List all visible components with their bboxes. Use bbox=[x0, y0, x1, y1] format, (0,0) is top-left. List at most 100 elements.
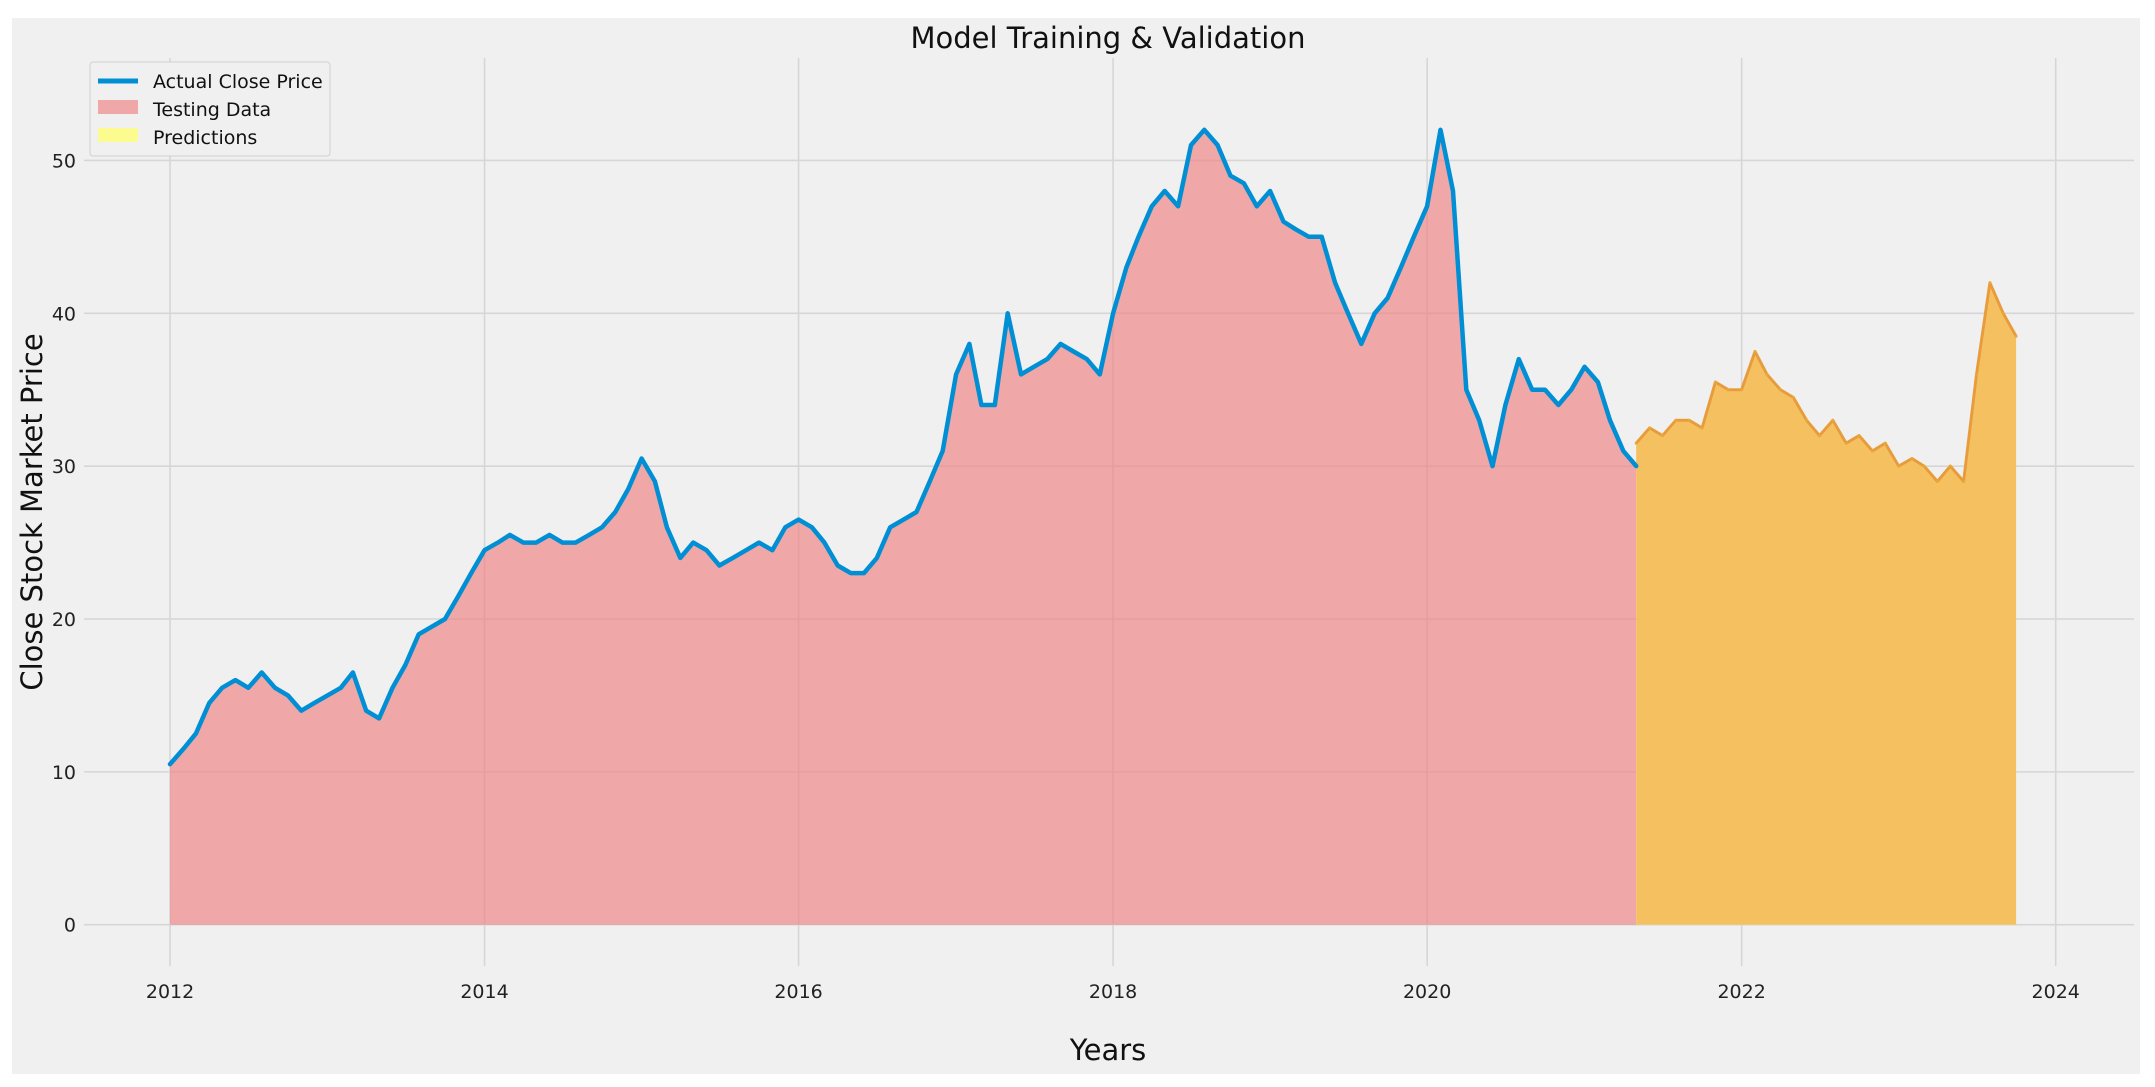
actual-point bbox=[954, 372, 958, 376]
actual-point bbox=[1346, 311, 1350, 315]
actual-point bbox=[1059, 342, 1063, 346]
legend-label-predictions: Predictions bbox=[153, 127, 257, 149]
actual-point bbox=[286, 693, 290, 697]
series-lines bbox=[167, 127, 2018, 767]
prediction-point bbox=[1687, 418, 1691, 422]
prediction-point bbox=[1883, 441, 1887, 445]
actual-point bbox=[1634, 464, 1638, 468]
actual-point bbox=[377, 716, 381, 720]
prediction-point bbox=[1753, 350, 1757, 353]
legend-swatch-testing bbox=[98, 100, 138, 114]
actual-point bbox=[1425, 204, 1429, 208]
actual-point bbox=[744, 548, 748, 552]
actual-point bbox=[941, 449, 945, 453]
actual-point bbox=[928, 479, 932, 483]
tick-labels: 2012 2014 2016 2018 2020 2022 2024 0 10 20 30 40 50 bbox=[52, 150, 2080, 1003]
actual-point bbox=[364, 709, 368, 713]
prediction-point bbox=[1700, 426, 1704, 430]
actual-point bbox=[1202, 128, 1206, 132]
prediction-point bbox=[1922, 464, 1926, 468]
testing-data-area bbox=[170, 129, 1637, 925]
prediction-point bbox=[1648, 426, 1652, 430]
actual-point bbox=[1032, 365, 1036, 369]
actual-point bbox=[1556, 403, 1560, 407]
actual-point bbox=[1596, 380, 1600, 384]
prediction-point bbox=[1634, 441, 1638, 445]
actual-point bbox=[967, 342, 971, 346]
actual-point bbox=[979, 403, 983, 407]
actual-point bbox=[1242, 181, 1246, 185]
actual-point bbox=[1583, 365, 1587, 369]
actual-point bbox=[600, 525, 604, 529]
actual-point bbox=[993, 403, 997, 407]
actual-point bbox=[705, 548, 708, 552]
actual-point bbox=[1006, 311, 1010, 315]
x-tick-label-2012: 2012 bbox=[146, 981, 194, 1003]
x-tick-label-2022: 2022 bbox=[1717, 981, 1765, 1003]
prediction-point bbox=[1844, 441, 1848, 445]
y-tick-label-30: 30 bbox=[52, 456, 76, 478]
y-axis-title: Close Stock Market Price bbox=[15, 333, 49, 690]
actual-point bbox=[757, 541, 761, 545]
actual-point bbox=[1373, 311, 1377, 315]
y-tick-label-0: 0 bbox=[64, 915, 76, 937]
actual-point bbox=[1150, 204, 1154, 208]
actual-point bbox=[1399, 265, 1403, 269]
actual-point bbox=[810, 525, 814, 529]
actual-point bbox=[273, 686, 277, 690]
legend: Actual Close Price Testing Data Predicti… bbox=[89, 61, 331, 157]
actual-point bbox=[1503, 403, 1507, 407]
x-tick-label-2024: 2024 bbox=[2032, 981, 2080, 1003]
predictions-line bbox=[1635, 281, 2018, 483]
actual-point bbox=[1255, 204, 1259, 208]
actual-point bbox=[691, 541, 695, 545]
prediction-point bbox=[1674, 418, 1678, 422]
actual-point bbox=[1543, 388, 1547, 392]
prediction-point bbox=[1661, 434, 1664, 438]
actual-point bbox=[1216, 143, 1220, 147]
actual-point bbox=[862, 571, 866, 575]
prediction-point bbox=[1935, 479, 1939, 483]
actual-point bbox=[1294, 227, 1297, 231]
actual-point bbox=[587, 533, 591, 537]
prediction-point bbox=[1975, 372, 1978, 376]
actual-point bbox=[1477, 418, 1481, 422]
actual-point bbox=[194, 732, 198, 736]
prediction-point bbox=[1988, 281, 1992, 285]
actual-point bbox=[1189, 143, 1193, 147]
actual-point bbox=[836, 564, 840, 567]
prediction-point bbox=[1897, 464, 1901, 468]
actual-point bbox=[1085, 357, 1089, 361]
actual-point bbox=[1608, 418, 1612, 422]
actual-point bbox=[770, 548, 774, 552]
actual-point bbox=[1517, 357, 1521, 361]
y-tick-label-20: 20 bbox=[52, 609, 76, 631]
prediction-point bbox=[1962, 479, 1966, 483]
actual-point bbox=[220, 686, 224, 690]
actual-point bbox=[1569, 388, 1573, 392]
actual-point bbox=[822, 541, 826, 545]
actual-point bbox=[1124, 265, 1128, 269]
actual-point bbox=[1412, 235, 1416, 239]
prediction-point bbox=[1948, 464, 1952, 468]
actual-point bbox=[483, 548, 486, 552]
actual-point bbox=[849, 571, 853, 575]
actual-point bbox=[731, 556, 735, 560]
actual-point bbox=[1464, 388, 1468, 392]
chart-title: Model Training & Validation bbox=[911, 21, 1306, 55]
prediction-point bbox=[2014, 334, 2018, 338]
actual-point bbox=[181, 747, 185, 751]
x-axis-title: Years bbox=[1069, 1033, 1147, 1067]
actual-point bbox=[207, 701, 211, 705]
actual-point bbox=[391, 686, 394, 690]
actual-point bbox=[312, 701, 316, 705]
actual-point bbox=[1111, 311, 1115, 315]
prediction-point bbox=[2001, 311, 2005, 315]
legend-box bbox=[89, 61, 331, 157]
x-tick-label-2020: 2020 bbox=[1403, 981, 1451, 1003]
actual-point bbox=[1386, 296, 1390, 300]
actual-point bbox=[1439, 128, 1442, 132]
prediction-point bbox=[1713, 380, 1717, 384]
